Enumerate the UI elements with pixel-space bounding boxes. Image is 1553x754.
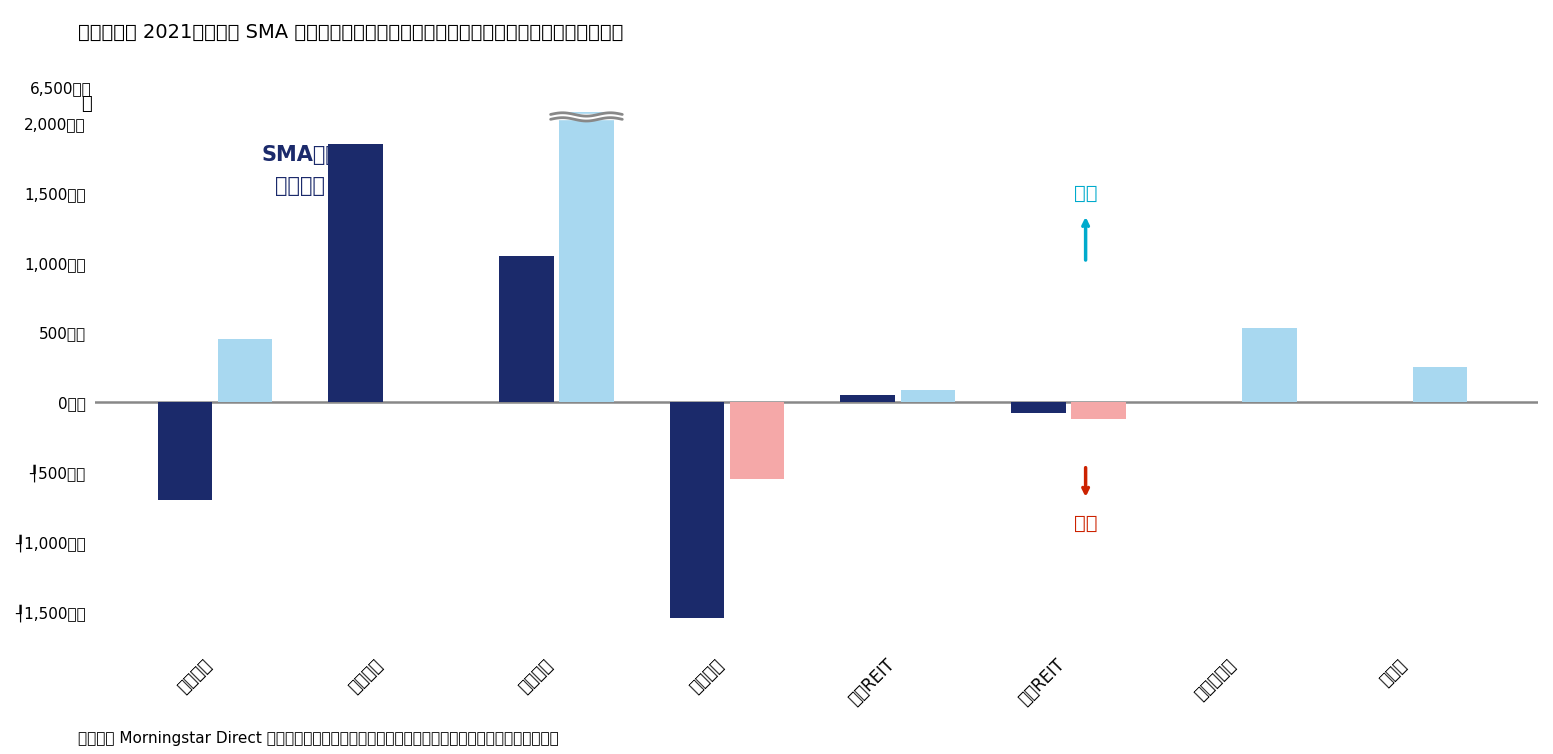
Bar <box>157 402 213 500</box>
Bar <box>1072 402 1126 419</box>
Text: 【図表２】 2021年５月の SMA 専用ファンド（紺棒）とそれ以外のファンドの推計資金流出入: 【図表２】 2021年５月の SMA 専用ファンド（紺棒）とそれ以外のファンドの… <box>78 23 623 41</box>
Bar <box>1413 367 1468 402</box>
Bar <box>559 112 613 402</box>
Text: ：: ： <box>81 95 92 113</box>
Text: ファンド: ファンド <box>275 176 325 196</box>
Bar <box>551 114 623 119</box>
Bar <box>1242 328 1297 402</box>
Text: SMA専用: SMA専用 <box>262 146 339 165</box>
Bar <box>499 256 554 402</box>
Bar <box>669 402 724 618</box>
Text: （資料） Morningstar Direct より作成。各資産クラスはイボットソン分類を用いてファンドを分類。: （資料） Morningstar Direct より作成。各資産クラスはイボット… <box>78 731 559 746</box>
Text: 流入: 流入 <box>1073 184 1098 203</box>
Bar <box>1011 402 1065 413</box>
Bar <box>328 145 384 402</box>
Bar <box>901 390 955 402</box>
Bar <box>730 402 784 479</box>
Bar <box>840 395 895 402</box>
Text: 6,500億円: 6,500億円 <box>31 81 92 97</box>
Text: 流出: 流出 <box>1073 513 1098 532</box>
Bar <box>217 339 272 402</box>
